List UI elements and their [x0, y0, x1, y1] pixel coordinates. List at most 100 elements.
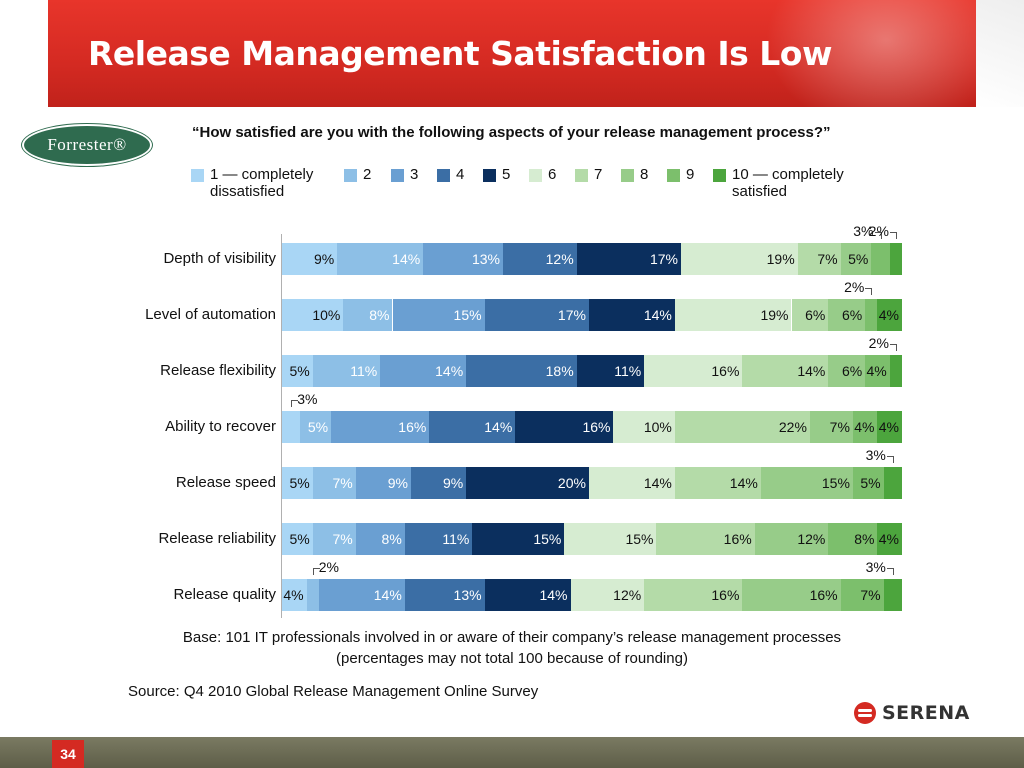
callout-bracket — [889, 344, 897, 351]
legend-swatch-2 — [344, 169, 357, 182]
data-label: 16% — [582, 419, 611, 435]
bar-segment — [312, 355, 381, 387]
callout-bracket — [291, 400, 299, 407]
legend-label-10: 10 — completely — [732, 166, 844, 183]
data-label: 12% — [613, 587, 642, 603]
bar-segment — [797, 243, 841, 275]
footer-bar — [0, 737, 1024, 768]
callout-bracket — [312, 568, 320, 575]
legend-label-2: 2 — [363, 166, 372, 183]
data-label-callout: 2% — [318, 559, 339, 575]
bar-segment — [877, 411, 902, 443]
legend-label-8: 8 — [640, 166, 649, 183]
bar-segment — [852, 467, 884, 499]
data-label: 13% — [471, 251, 500, 267]
bar-segment — [809, 411, 853, 443]
bar-segment — [502, 243, 577, 275]
bar-segment — [282, 243, 338, 275]
bar-segment — [889, 355, 902, 387]
category-axis-line — [281, 234, 282, 618]
legend-label-9: 9 — [686, 166, 695, 183]
data-label: 14% — [373, 587, 402, 603]
data-label: 4% — [283, 587, 304, 603]
bar-segment — [282, 579, 307, 611]
bar-segment — [300, 411, 332, 443]
bar-segment — [564, 523, 657, 555]
corner-decoration — [976, 0, 1024, 107]
data-label: 19% — [760, 307, 789, 323]
bar-segment — [355, 523, 405, 555]
page-number: 34 — [52, 740, 84, 768]
bar-segment — [331, 411, 430, 443]
data-label: 11% — [442, 531, 470, 547]
data-label: 4% — [866, 363, 887, 379]
bar-segment — [840, 579, 884, 611]
data-label-callout: 3% — [297, 391, 318, 407]
category-label: Depth of visibility — [163, 250, 276, 267]
data-label: 15% — [625, 531, 654, 547]
bar-segment — [282, 467, 313, 499]
bar-segment — [318, 579, 405, 611]
bar-segment — [576, 243, 681, 275]
data-label: 7% — [817, 251, 838, 267]
data-label: 14% — [729, 475, 758, 491]
data-label-callout: 3% — [865, 559, 886, 575]
bar-segment — [312, 523, 356, 555]
bar-segment — [865, 299, 878, 331]
legend-label-1-line-2: dissatisfied — [210, 183, 285, 200]
bar-segment — [877, 299, 902, 331]
data-label-callout: 2% — [868, 223, 889, 239]
data-label: 6% — [805, 307, 826, 323]
page-title: Release Management Satisfaction Is Low — [88, 34, 832, 73]
data-label-callout: 2% — [844, 279, 865, 295]
bar-segment — [337, 243, 424, 275]
bar-segment — [742, 579, 841, 611]
data-label-callout: 3% — [865, 447, 886, 463]
data-label: 7% — [860, 587, 881, 603]
data-label: 22% — [778, 419, 807, 435]
legend-swatch-7 — [575, 169, 588, 182]
bar-segment — [674, 299, 792, 331]
legend-label-3: 3 — [410, 166, 419, 183]
category-label: Release speed — [175, 474, 276, 491]
data-label: 11% — [350, 363, 378, 379]
bar-segment — [355, 467, 411, 499]
data-label: 4% — [878, 307, 899, 323]
category-label: Ability to recover — [165, 418, 276, 435]
bar-segment — [423, 243, 503, 275]
bar-segment — [865, 355, 890, 387]
legend-label-10-line-2: satisfied — [732, 183, 788, 200]
serena-logo-text: SERENA — [882, 702, 970, 724]
data-label: 12% — [797, 531, 826, 547]
bar-segment — [410, 467, 467, 499]
data-label: 14% — [435, 363, 464, 379]
data-label: 12% — [545, 251, 574, 267]
bar-segment — [588, 299, 675, 331]
legend-label-7: 7 — [594, 166, 603, 183]
serena-logo: SERENA — [854, 702, 970, 724]
bar-segment — [392, 299, 485, 331]
data-label: 15% — [533, 531, 562, 547]
bar-segment — [674, 411, 810, 443]
data-label: 7% — [332, 531, 353, 547]
data-label: 10% — [643, 419, 672, 435]
data-label-callout: 3% — [853, 223, 874, 239]
data-label: 9% — [442, 475, 464, 491]
data-label: 15% — [821, 475, 850, 491]
category-label: Release quality — [173, 586, 276, 603]
data-label: 5% — [307, 419, 329, 435]
bar-segment — [681, 243, 798, 275]
bar-segment — [282, 355, 313, 387]
bar-segment — [588, 467, 675, 499]
bar-segment — [282, 523, 313, 555]
data-label: 4% — [854, 419, 875, 435]
data-label: 5% — [289, 531, 310, 547]
legend-swatch-6 — [529, 169, 542, 182]
bar-segment — [883, 467, 902, 499]
bar-segment — [306, 579, 319, 611]
bar-segment — [742, 355, 829, 387]
callout-bracket — [874, 232, 882, 239]
data-label: 16% — [398, 419, 427, 435]
category-label: Release flexibility — [160, 362, 276, 379]
legend-swatch-4 — [437, 169, 450, 182]
